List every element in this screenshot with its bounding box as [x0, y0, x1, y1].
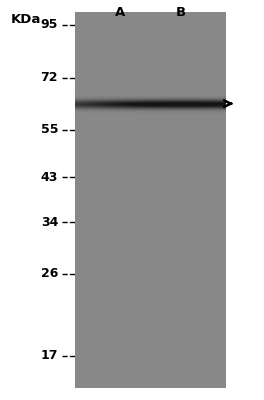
Text: 55: 55 — [41, 123, 58, 136]
Text: 72: 72 — [41, 72, 58, 84]
Text: 17: 17 — [41, 349, 58, 362]
Text: KDa: KDa — [11, 13, 41, 26]
Bar — [75, 12, 226, 388]
Text: 43: 43 — [41, 171, 58, 184]
Text: 26: 26 — [41, 268, 58, 280]
Text: A: A — [115, 6, 125, 18]
Text: 95: 95 — [41, 18, 58, 31]
Text: 34: 34 — [41, 216, 58, 229]
Text: B: B — [176, 6, 186, 18]
